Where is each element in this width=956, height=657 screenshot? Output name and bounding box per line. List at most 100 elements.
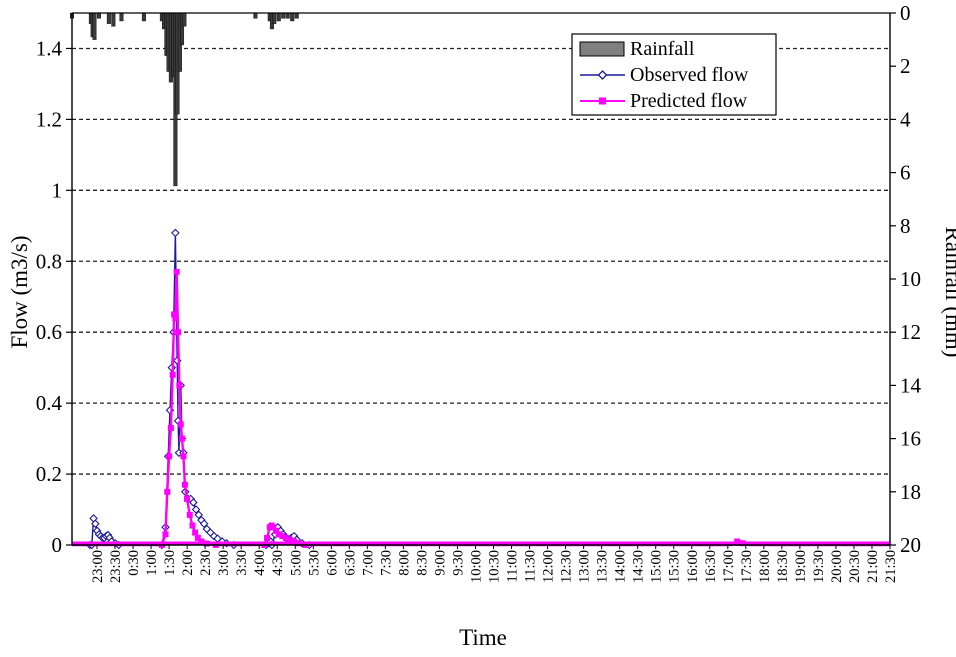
- y2-tick-label: 20: [900, 533, 921, 557]
- legend-observed-label: Observed flow: [630, 64, 749, 86]
- predicted-flow-point: [192, 529, 199, 536]
- predicted-flow-point: [291, 538, 298, 545]
- observed-flow-point: [189, 498, 198, 507]
- x-tick-label: 2:00: [180, 550, 196, 576]
- predicted-flow-point: [175, 329, 182, 336]
- y2-tick-label: 18: [900, 480, 921, 504]
- x-tick-label: 1:30: [162, 550, 178, 576]
- x-tick-label: 18:00: [757, 550, 773, 583]
- predicted-flow-point: [169, 371, 176, 378]
- x-tick-label: 21:00: [865, 550, 881, 583]
- y2-tick-label: 14: [900, 373, 922, 397]
- x-tick-label: 11:30: [523, 550, 539, 583]
- predicted-flow-point: [176, 382, 183, 389]
- x-tick-label: 15:30: [667, 550, 683, 583]
- rainfall-bar: [294, 12, 299, 19]
- predicted-flow-point: [181, 481, 188, 488]
- observed-flow-line: [72, 232, 890, 548]
- rainfall-bar: [285, 12, 290, 19]
- x-tick-label: 6:00: [324, 550, 340, 576]
- predicted-flow-point: [279, 533, 286, 540]
- x-tick-label: 13:00: [577, 550, 593, 583]
- x-axis-title: Time: [459, 625, 507, 650]
- predicted-flow-point: [198, 538, 205, 545]
- rainfall-bar: [253, 12, 258, 19]
- x-tick-label: 20:30: [847, 550, 863, 583]
- x-tick-label: 10:00: [468, 550, 484, 583]
- predicted-flow-point: [282, 534, 289, 541]
- y-tick-label: 0.6: [36, 320, 62, 344]
- rainfall-bar: [276, 12, 281, 22]
- rainfall-bars: [69, 12, 299, 187]
- x-tick-label: 16:00: [685, 550, 701, 583]
- y2-tick-label: 8: [900, 214, 911, 238]
- x-tick-label: 11:00: [505, 550, 521, 583]
- predicted-flow-point: [164, 488, 171, 495]
- legend-observed-marker: [597, 70, 608, 80]
- y-tick-label: 0: [52, 533, 63, 557]
- y-tick-label: 1.4: [36, 36, 63, 60]
- x-tick-label: 2:30: [198, 550, 214, 576]
- y2-tick-label: 0: [900, 1, 911, 25]
- rainfall-bar: [111, 12, 116, 27]
- predicted-flow-point: [179, 435, 186, 442]
- x-tick-label: 9:30: [450, 550, 466, 576]
- observed-flow-point: [171, 228, 180, 238]
- predicted-flow-point: [194, 534, 201, 541]
- x-tick-label: 14:30: [631, 550, 647, 583]
- x-tick-label: 13:30: [595, 550, 611, 583]
- rainfall-bar: [92, 12, 97, 40]
- y-tick-label: 0.4: [36, 391, 63, 415]
- legend-predicted-marker: [599, 97, 606, 105]
- gridlines: [72, 47, 890, 475]
- x-tick-label: 8:30: [414, 550, 430, 576]
- y2-tick-label: 16: [900, 427, 921, 451]
- rainfall-bar: [182, 12, 187, 27]
- x-tick-label: 19:30: [811, 550, 827, 583]
- x-tick-label: 5:30: [306, 550, 322, 576]
- x-tick-label: 6:30: [342, 550, 358, 576]
- x-tick-label: 23:00: [90, 550, 106, 583]
- x-tick-label: 19:00: [793, 550, 809, 583]
- x-tick-label: 3:00: [216, 550, 232, 576]
- legend-rainfall-label: Rainfall: [630, 38, 695, 60]
- y2-tick-labels: 0 2 4 6 8 10 12 14 16 18 20: [900, 1, 922, 557]
- observed-flow-point: [191, 505, 201, 514]
- predicted-flow-point: [171, 311, 178, 318]
- predicted-flow-point: [180, 453, 187, 460]
- x-tick-label: 4:00: [252, 550, 268, 576]
- x-tick-label: 3:30: [234, 550, 250, 576]
- rainfall-bar: [272, 12, 277, 24]
- x-tick-label: 18:30: [775, 550, 791, 583]
- predicted-flow-point: [177, 421, 184, 428]
- y-tick-label: 1.2: [36, 107, 62, 131]
- legend: Rainfall Observed flow Predicted flow: [571, 33, 777, 116]
- x-tick-label: 4:30: [270, 550, 286, 576]
- observed-flow-point: [194, 510, 204, 520]
- y-tick-labels: 0 0.2 0.4 0.6 0.8 1 1.2 1.4: [36, 36, 63, 557]
- rainfall-bar: [106, 12, 111, 24]
- predicted-flow-series: [72, 268, 890, 548]
- y-tick-label: 0.8: [36, 249, 62, 273]
- observed-flow-point: [91, 519, 100, 528]
- x-tick-label: 5:00: [288, 550, 304, 576]
- rainfall-bar: [96, 12, 101, 19]
- predicted-flow-point: [184, 495, 191, 502]
- observed-flow-series: [72, 228, 890, 550]
- predicted-flow-point: [734, 538, 741, 545]
- x-tick-label: 14:00: [613, 550, 629, 583]
- predicted-flow-point: [162, 531, 169, 538]
- x-tick-label: 17:00: [721, 550, 737, 583]
- axes: [66, 12, 896, 549]
- rainfall-bar: [141, 12, 146, 22]
- legend-predicted-label: Predicted flow: [630, 90, 748, 112]
- y-tick-label: 0.2: [36, 462, 62, 486]
- x-tick-label: 12:30: [559, 550, 575, 583]
- x-tick-label: 16:30: [703, 550, 719, 583]
- x-tick-label: 10:30: [487, 550, 503, 583]
- y2-tick-label: 6: [900, 161, 911, 185]
- predicted-flow-point: [189, 522, 196, 529]
- y2-tick-label: 10: [900, 267, 921, 291]
- x-tick-label: 0:30: [126, 550, 142, 576]
